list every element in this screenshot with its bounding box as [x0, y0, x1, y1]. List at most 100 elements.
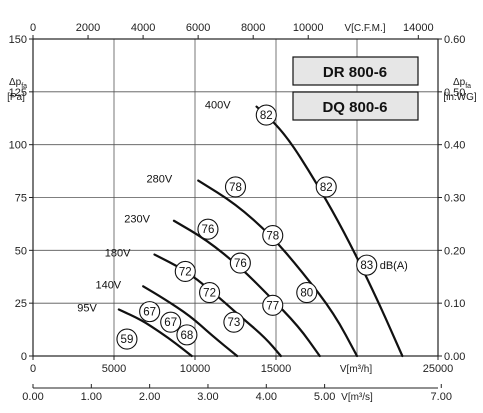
sound-level-marker: 78	[262, 224, 284, 247]
model-name: DQ 800-6	[322, 99, 387, 116]
y-left-tick-label: 50	[15, 245, 27, 257]
fan-curve-140v	[142, 285, 239, 358]
fan-curve-280v	[197, 179, 359, 358]
sound-level-marker: 73	[223, 311, 245, 333]
y-right-tick-label: 0.40	[444, 140, 465, 152]
x-bottom2-tick-label: 7.00	[431, 391, 452, 403]
model-name: DR 800-6	[323, 64, 387, 81]
sound-level-circle	[262, 224, 284, 247]
y-right-tick-label: 0.10	[444, 298, 465, 310]
sound-level-value: 80	[300, 288, 313, 300]
sound-level-circle	[315, 176, 337, 198]
sound-level-value: 73	[227, 317, 240, 329]
y-left-tick-label: 25	[15, 298, 27, 310]
x-bottom2-tick-label: 1.00	[81, 391, 102, 403]
sound-level-value: 83	[360, 260, 373, 272]
sound-level-marker: 77	[262, 294, 284, 316]
sound-level-circle	[174, 260, 196, 283]
sound-level-value: 67	[143, 307, 156, 319]
sound-level-circle	[160, 311, 182, 333]
curve-voltage-label: 180V	[105, 248, 131, 260]
sound-level-marker: 59	[116, 328, 138, 350]
y-left-axis-unit: [Pa]	[7, 92, 25, 103]
model-box: DQ 800-6	[292, 91, 419, 121]
sound-level-marker: 82	[315, 176, 337, 198]
y-left-tick-label: 125	[9, 87, 27, 99]
sound-level-marker: 67	[160, 311, 182, 333]
sound-level-value: 72	[179, 266, 192, 278]
x-bottom-tick-label: 5000	[102, 363, 126, 375]
sound-level-circle	[199, 282, 221, 304]
x-top-tick-label: 14000	[403, 22, 434, 34]
y-right-axis-unit: [in.WG]	[443, 92, 477, 103]
y-right-tick-label: 0.60	[444, 34, 465, 46]
sound-level-value: 67	[164, 317, 177, 329]
sound-level-marker: 72	[174, 260, 196, 283]
sound-level-markers: 82 82 83 78 78 80 76 76 77 72 72 73 67 67 68 59 dB(A)	[116, 104, 408, 350]
x-top-tick-label: 10000	[293, 22, 324, 34]
sound-level-value: 78	[266, 231, 279, 243]
x-top-tick-label: 2000	[76, 22, 100, 34]
sound-level-circle	[255, 104, 277, 126]
sound-level-value: 68	[181, 330, 194, 342]
x-bottom-tick-label: 0	[30, 363, 36, 375]
sound-level-marker: 83	[356, 254, 378, 276]
x-bottom-tick-label: 25000	[423, 363, 454, 375]
sound-level-circle	[223, 311, 245, 333]
curve-voltage-label: 280V	[147, 174, 173, 186]
sound-level-circle	[116, 328, 138, 350]
model-box-frame	[292, 91, 419, 121]
x-bottom2-tick-label: 0.00	[22, 391, 43, 403]
sound-level-marker: 76	[229, 252, 251, 274]
sound-level-marker: 68	[176, 324, 198, 346]
sound-level-marker: 82	[255, 104, 277, 126]
sound-level-circle	[356, 254, 378, 276]
x-bottom2-tick-label: 3.00	[197, 391, 218, 403]
curve-voltage-label: 95V	[77, 303, 97, 315]
x-bottom2-axis-label: V[m³/s]	[341, 392, 373, 403]
sound-level-circle	[296, 282, 318, 304]
sound-level-value: 59	[121, 334, 134, 346]
y-left-tick-label: 75	[15, 193, 27, 205]
sound-level-circle	[197, 218, 219, 240]
model-box-frame	[292, 56, 419, 86]
y-left-tick-label: 0	[21, 351, 27, 363]
x-bottom2-tick-label: 5.00	[314, 391, 335, 403]
axes: 0255075100125150Δpfa[Pa]0.000.100.200.30…	[7, 22, 477, 403]
sound-level-circle	[224, 176, 247, 198]
curve-voltage-label: 230V	[124, 214, 150, 226]
y-right-tick-label: 0.20	[444, 245, 465, 257]
sound-level-marker: 78	[224, 176, 247, 198]
curve-voltage-label: 400V	[205, 100, 231, 112]
model-box: DR 800-6	[292, 56, 419, 86]
sound-level-value: 82	[320, 182, 333, 194]
fan-curve-95v	[117, 308, 193, 358]
y-left-tick-label: 100	[9, 140, 27, 152]
x-top-tick-label: 8000	[241, 22, 265, 34]
sound-level-circle	[176, 324, 198, 346]
y-right-tick-label: 0.50	[444, 87, 465, 99]
curve-voltage-label: 140V	[95, 279, 121, 291]
y-right-tick-label: 0.30	[444, 193, 465, 205]
sound-level-value: 77	[266, 300, 279, 312]
x-top-tick-label: 0	[30, 22, 36, 34]
x-top-axis-label: V[C.F.M.]	[344, 23, 385, 34]
sound-level-value: 72	[203, 288, 216, 300]
sound-level-circle	[139, 301, 161, 323]
model-boxes: DR 800-6 DQ 800-6	[292, 56, 419, 121]
sound-level-circle	[262, 294, 284, 316]
sound-level-value: 76	[202, 224, 215, 236]
sound-level-marker: 76	[197, 218, 219, 240]
x-top-tick-label: 4000	[131, 22, 155, 34]
sound-level-circle	[229, 252, 251, 274]
sound-level-value: 78	[229, 182, 242, 194]
x-bottom-axis-label: V[m³/h]	[340, 364, 372, 375]
sound-level-marker: 67	[139, 301, 161, 323]
x-top-tick-label: 6000	[186, 22, 210, 34]
y-right-axis-subscript: fa	[465, 83, 471, 90]
sound-level-marker: 80	[296, 282, 318, 304]
sound-level-value: 76	[234, 258, 247, 270]
y-left-axis-subscript: fa	[21, 83, 27, 90]
sound-level-marker: 72	[199, 282, 221, 304]
